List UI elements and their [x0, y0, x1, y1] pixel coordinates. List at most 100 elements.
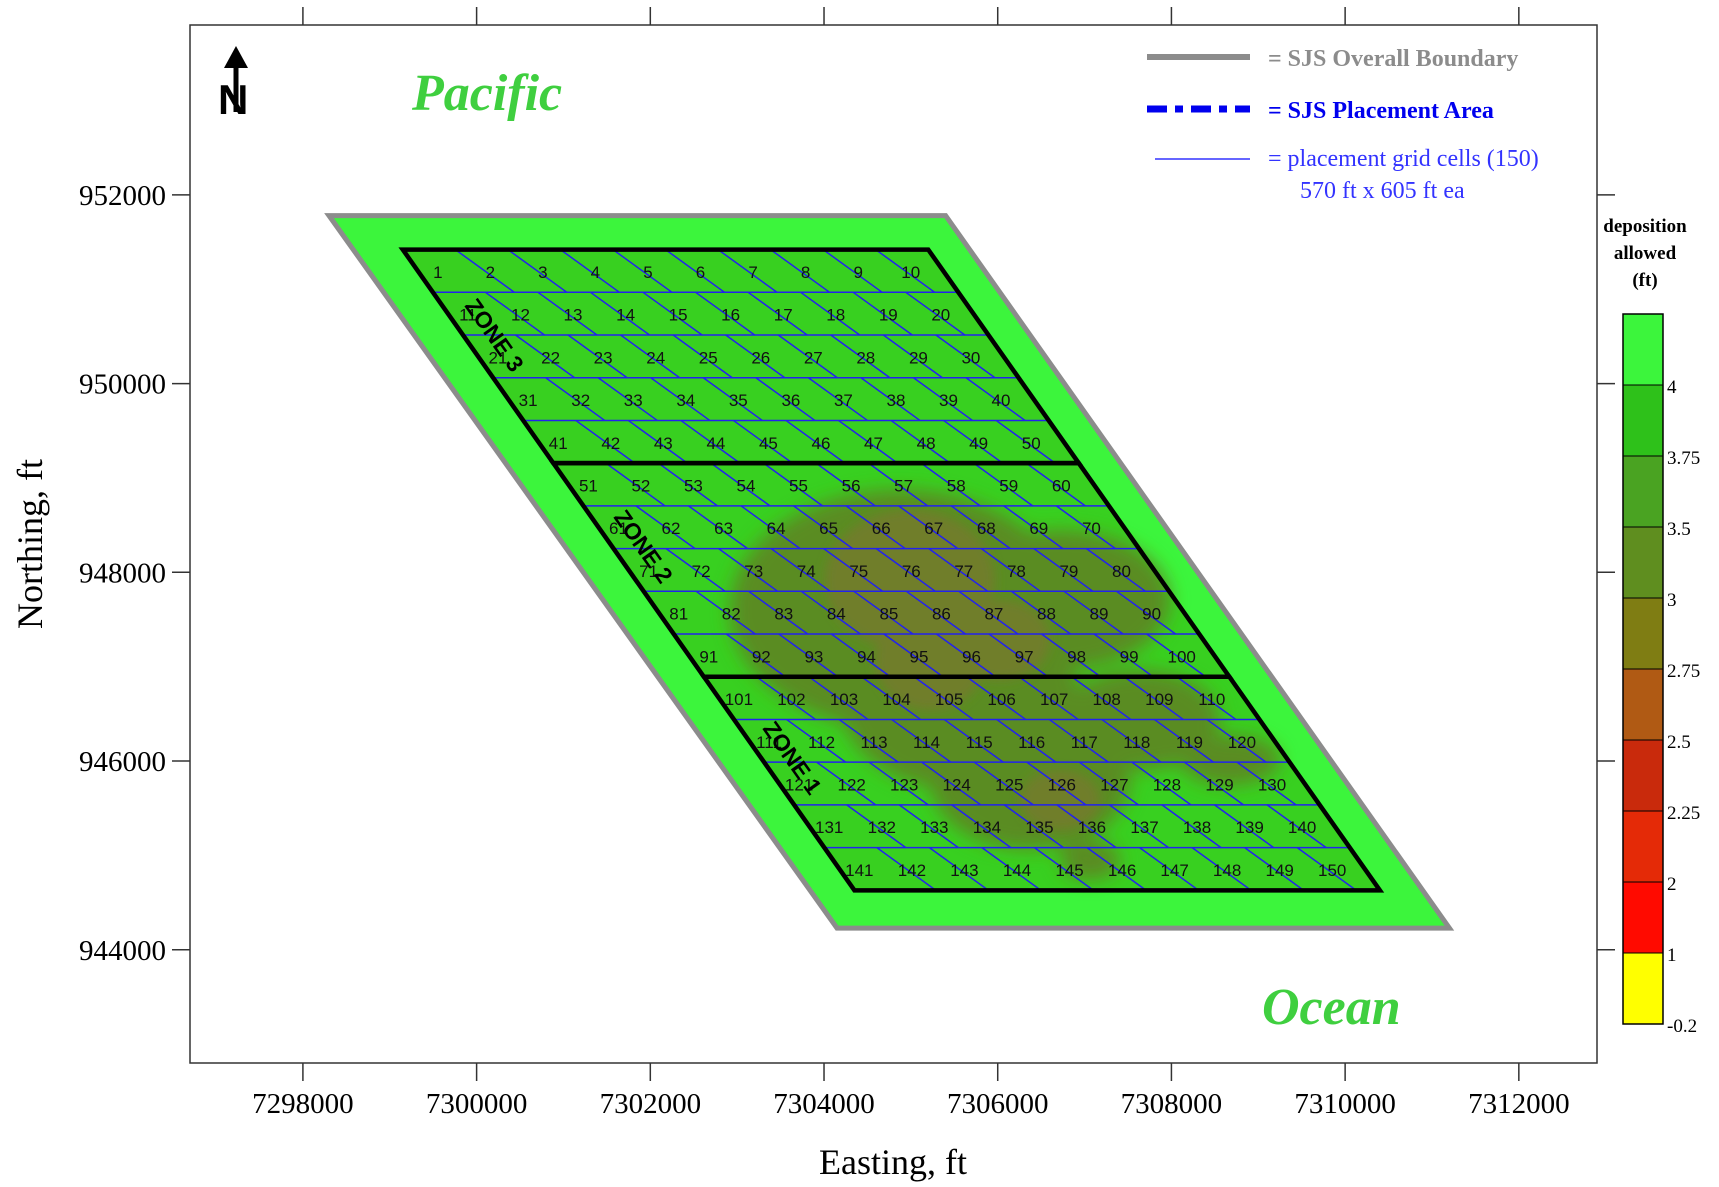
grid-col-line — [1003, 804, 1064, 849]
shoal-patch — [740, 565, 820, 615]
cell-number: 41 — [549, 434, 568, 453]
grid-col-line — [1055, 505, 1116, 550]
cell-number: 135 — [1025, 818, 1053, 837]
grid-col-line — [868, 462, 929, 507]
grid-col-line — [710, 462, 771, 507]
grid-col-line — [875, 547, 936, 592]
cell-number: 93 — [804, 647, 823, 666]
cell-number: 17 — [774, 306, 793, 325]
grid-col-line — [846, 804, 907, 849]
x-tick-label: 7306000 — [947, 1088, 1049, 1120]
cell-number: 72 — [692, 562, 711, 581]
cell-number: 56 — [842, 477, 861, 496]
cell-number: 143 — [950, 861, 978, 880]
grid-col-line — [920, 462, 981, 507]
grid-col-line — [905, 590, 966, 635]
colorbar-swatch — [1622, 952, 1664, 1025]
grid-col-line — [1244, 846, 1305, 891]
cell-number: 76 — [902, 562, 921, 581]
x-tick-label: 7308000 — [1121, 1088, 1223, 1120]
cell-number: 39 — [939, 391, 958, 410]
y-tick-label: 952000 — [79, 180, 166, 212]
colorbar-title-line1: deposition — [1603, 216, 1687, 237]
grid-col-line — [537, 291, 598, 336]
north-letter: N — [218, 76, 248, 123]
grid-col-line — [1056, 804, 1117, 849]
cell-number: 79 — [1059, 562, 1078, 581]
cell-number: 97 — [1015, 647, 1034, 666]
cell-number: 86 — [932, 605, 951, 624]
grid-col-line — [1176, 676, 1237, 721]
colorbar-tick-label: 2.75 — [1667, 661, 1700, 682]
cell-number: 40 — [992, 391, 1011, 410]
cell-number: 82 — [722, 605, 741, 624]
grid-col-line — [988, 633, 1049, 678]
grid-col-line — [1078, 761, 1139, 806]
cell-number: 55 — [789, 477, 808, 496]
grid-col-line — [545, 377, 606, 422]
grid-col-line — [905, 291, 966, 336]
cell-number: 70 — [1082, 519, 1101, 538]
grid-col-line — [951, 804, 1012, 849]
legend-boundary-text: = SJS Overall Boundary — [1268, 46, 1518, 72]
grid-col-line — [1206, 718, 1267, 763]
cell-number: 132 — [868, 818, 896, 837]
cell-number: 5 — [643, 263, 652, 282]
grid-col-line — [876, 846, 937, 891]
cell-number: 8 — [801, 263, 810, 282]
cell-number: 78 — [1007, 562, 1026, 581]
grid-col-line — [725, 633, 786, 678]
cell-number: 49 — [969, 434, 988, 453]
cell-number: 96 — [962, 647, 981, 666]
grid-col-line — [838, 718, 899, 763]
cell-number: 114 — [913, 733, 940, 752]
legend-grid-text: = placement grid cells (150) — [1268, 146, 1539, 172]
grid-col-line — [958, 590, 1019, 635]
cell-number: 85 — [879, 605, 898, 624]
cell-number: 117 — [1071, 733, 1098, 752]
x-tick-label: 7300000 — [426, 1088, 528, 1120]
grid-col-line — [913, 676, 974, 721]
grid-col-line — [688, 505, 748, 550]
cell-number: 34 — [676, 391, 695, 410]
grid-col-line — [882, 334, 943, 379]
shoal-patch — [1180, 735, 1280, 785]
cell-number: 145 — [1055, 861, 1083, 880]
cell-number: 64 — [767, 519, 786, 538]
grid-col-line — [680, 419, 741, 464]
grid-col-line — [786, 718, 846, 763]
colorbar-swatch — [1622, 810, 1664, 883]
cell-number: 21 — [489, 348, 508, 367]
grid-col-line — [695, 590, 756, 635]
grid-col-line — [921, 761, 982, 806]
cell-number: 48 — [917, 434, 936, 453]
legend-placement-text: = SJS Placement Area — [1268, 98, 1494, 124]
grid-col-line — [1011, 590, 1071, 635]
y-tick-labels: 944000 946000 948000 950000 952000 — [79, 180, 166, 967]
cell-number: 38 — [887, 391, 906, 410]
cell-number: 52 — [631, 477, 650, 496]
grid-col-line — [891, 718, 952, 763]
grid-col-line — [1086, 846, 1147, 891]
cell-number: 120 — [1228, 733, 1256, 752]
colorbar-tick-label: 3.5 — [1667, 519, 1691, 540]
cell-number: 81 — [669, 605, 688, 624]
cell-number: 66 — [872, 519, 891, 538]
grid-col-line — [1236, 761, 1297, 806]
grid-col-line — [559, 248, 620, 293]
grid-col-line — [1003, 505, 1064, 550]
cell-number: 80 — [1112, 562, 1131, 581]
cell-number: 35 — [729, 391, 748, 410]
grid-col-line — [1153, 718, 1214, 763]
cell-number: 30 — [961, 348, 980, 367]
grid-col-line — [883, 633, 944, 678]
grid-col-line — [1101, 718, 1162, 763]
cell-number: 147 — [1160, 861, 1188, 880]
grid-col-line — [793, 505, 854, 550]
grid-col-line — [1041, 633, 1102, 678]
cell-number: 60 — [1052, 477, 1071, 496]
cell-number: 54 — [737, 477, 756, 496]
grid-col-line — [590, 291, 650, 336]
cell-number: 149 — [1266, 861, 1294, 880]
